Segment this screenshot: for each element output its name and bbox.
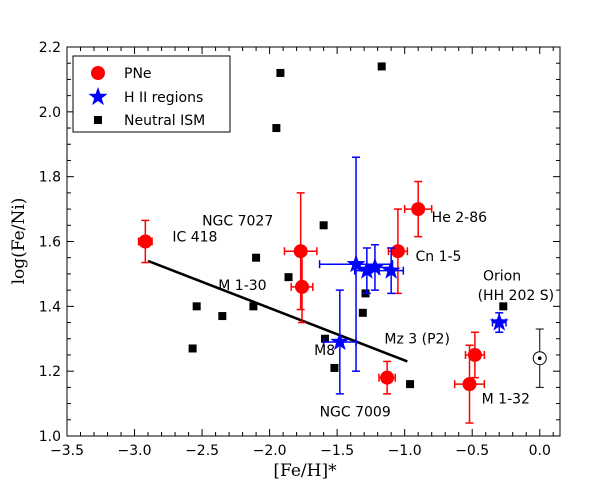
object-label: Orion — [483, 268, 521, 284]
object-label: IC 418 — [172, 230, 217, 246]
neutral-ism-point — [377, 62, 386, 71]
y-tick-label: 1.2 — [39, 364, 61, 380]
object-label: He 2-86 — [432, 210, 487, 226]
legend-marker-pne — [91, 66, 105, 80]
legend-marker-ism — [94, 116, 102, 124]
x-tick-label: −3.5 — [50, 443, 84, 459]
fit-line — [147, 259, 408, 363]
neutral-ism-point — [192, 302, 201, 311]
x-tick-label: −2.5 — [185, 443, 219, 459]
pne-point — [390, 244, 405, 259]
neutral-ism-point — [249, 302, 258, 311]
neutral-ism-point — [276, 68, 285, 77]
object-label: M 1-32 — [482, 392, 530, 408]
object-label: (HH 202 S) — [478, 288, 555, 304]
hii-region-point — [357, 260, 377, 279]
pne-point — [467, 347, 482, 362]
neutral-ism-point — [330, 363, 339, 372]
object-label: NGC 7009 — [320, 405, 391, 421]
pne-point — [380, 370, 395, 385]
y-tick-label: 2.0 — [39, 105, 61, 121]
hii-region-point — [381, 260, 401, 279]
object-label: NGC 7027 — [202, 213, 273, 229]
object-label: M 1-30 — [218, 278, 266, 294]
legend: PNe H II regions Neutral ISM — [72, 55, 231, 133]
object-label: M8 — [314, 343, 335, 359]
x-tick-label: 0.0 — [529, 443, 551, 459]
neutral-ism-point — [284, 273, 293, 282]
pne-point — [138, 234, 153, 249]
neutral-ism-point — [252, 253, 261, 262]
legend-label: H II regions — [124, 90, 203, 106]
object-label: Cn 1-5 — [415, 249, 461, 265]
neutral-ism-point — [188, 344, 197, 353]
x-tick-label: −1.0 — [388, 443, 422, 459]
y-tick-label: 1.8 — [39, 170, 61, 186]
y-tick-label: 1.0 — [39, 429, 61, 445]
object-label: Mz 3 (P2) — [384, 332, 450, 348]
hii-region-point — [489, 312, 509, 331]
neutral-ism-point — [358, 308, 367, 317]
neutral-ism-point — [319, 221, 328, 230]
y-tick-label: 1.4 — [39, 299, 61, 315]
neutral-ism-point — [406, 380, 415, 389]
y-tick-label: 1.6 — [39, 235, 61, 251]
pne-point — [295, 279, 310, 294]
sun-symbol-dot — [537, 356, 542, 361]
x-tick-label: −1.5 — [320, 443, 354, 459]
pne-point — [411, 202, 426, 217]
x-tick-label: −0.5 — [455, 443, 489, 459]
legend-marker-hii — [88, 87, 108, 106]
hii-region-point — [365, 257, 385, 276]
y-axis-label: log(Fe/Ni) — [9, 198, 29, 285]
pne-point — [462, 377, 477, 392]
x-tick-label: −3.0 — [118, 443, 152, 459]
hii-region-point — [346, 254, 366, 273]
neutral-ism-point — [272, 124, 281, 133]
neutral-ism-point — [499, 302, 508, 311]
neutral-ism-point — [218, 312, 227, 321]
hii-region-point — [330, 331, 350, 351]
x-axis-label: [Fe/H]* — [273, 461, 337, 481]
y-tick-label: 2.2 — [39, 40, 61, 56]
legend-label: Neutral ISM — [124, 113, 205, 129]
legend-label: PNe — [124, 66, 152, 82]
x-tick-label: −2.0 — [253, 443, 287, 459]
plot-area: −3.5 −3.0 −2.5 −2.0 −1.5 −1.0 −0.5 0.0 1.0 1.2 1.4… — [39, 40, 561, 459]
neutral-ism-point — [320, 334, 329, 343]
